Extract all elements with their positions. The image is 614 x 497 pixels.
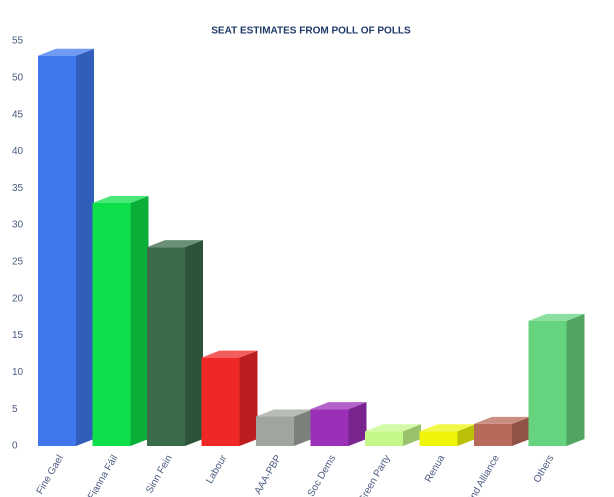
bar-top <box>365 424 421 432</box>
bar-side <box>566 313 585 446</box>
x-tick-label: Soc Dems <box>306 453 339 497</box>
bar-side <box>512 416 530 446</box>
bar-top <box>419 424 476 432</box>
y-tick-label: 0 <box>12 441 18 452</box>
y-tick-label: 50 <box>12 72 24 83</box>
x-tick-label: Ind Alliance <box>467 453 502 497</box>
bar-top <box>528 313 585 321</box>
x-tick-label: Renua <box>423 453 447 484</box>
bar <box>147 247 185 446</box>
x-tick-label: Sinn Fein <box>144 453 175 495</box>
y-tick-label: 20 <box>12 293 24 304</box>
bar-side <box>76 48 94 447</box>
bar <box>310 409 349 446</box>
bar <box>365 431 403 446</box>
bar <box>92 203 131 446</box>
bar <box>474 423 512 446</box>
bar-side <box>294 409 312 446</box>
y-tick-label: 35 <box>12 183 24 194</box>
x-tick-label: Others <box>532 453 557 484</box>
bar-top <box>38 48 94 56</box>
x-tick-label: Labour <box>204 453 229 486</box>
bar <box>419 431 458 446</box>
bar <box>201 357 240 446</box>
y-tick-label: 55 <box>12 36 24 47</box>
bar-side <box>403 424 421 446</box>
x-tick-label: Green Party <box>356 453 392 497</box>
bar-top <box>92 196 149 203</box>
bar-top <box>201 350 258 358</box>
bar-side <box>457 424 476 446</box>
bar-top <box>310 402 367 410</box>
bar <box>256 416 294 446</box>
y-tick-label: 10 <box>12 367 24 378</box>
bar-top <box>256 409 312 417</box>
x-tick-label: Fine Gael <box>35 453 66 496</box>
y-tick-label: 45 <box>12 109 24 120</box>
bar <box>38 55 76 447</box>
y-tick-label: 25 <box>12 257 24 268</box>
chart-title: SEAT ESTIMATES FROM POLL OF POLLS <box>211 26 411 37</box>
bar <box>528 320 567 446</box>
x-tick-label: Fianna Fáil <box>86 453 120 497</box>
y-tick-label: 30 <box>12 220 24 231</box>
bar-side <box>239 350 258 446</box>
bar-side <box>348 402 367 446</box>
bar-top <box>474 416 530 424</box>
bar-top <box>147 240 203 248</box>
y-tick-label: 5 <box>12 404 18 415</box>
y-tick-label: 40 <box>12 146 24 157</box>
y-tick-label: 15 <box>12 330 24 341</box>
bar-side <box>130 196 149 446</box>
x-tick-label: AAA-PBP <box>253 453 284 496</box>
bar-side <box>185 240 203 446</box>
